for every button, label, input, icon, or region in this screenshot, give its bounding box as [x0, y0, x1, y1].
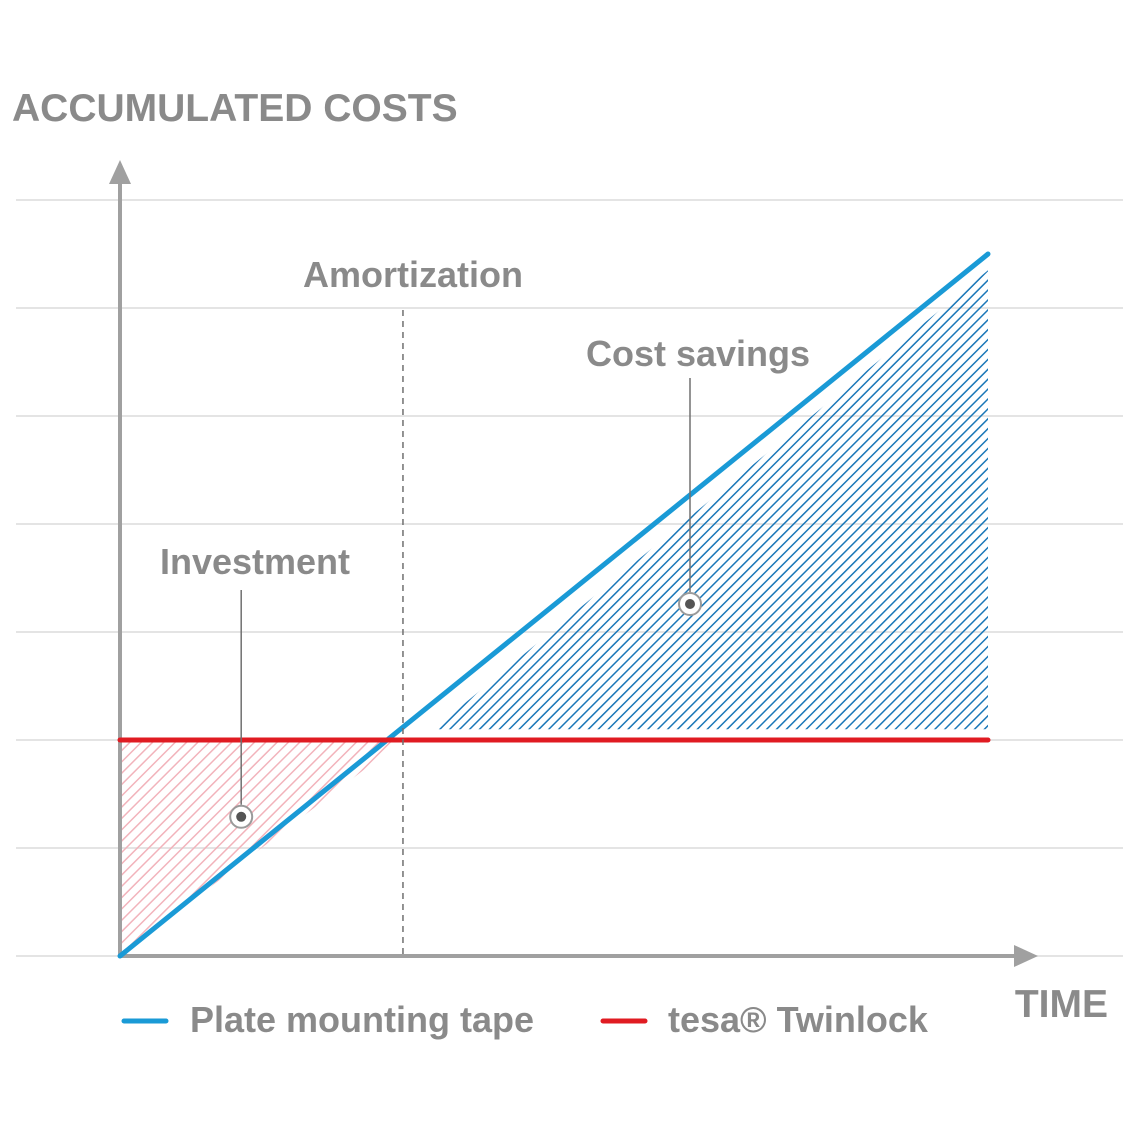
legend-label-plate-mounting-tape: Plate mounting tape: [190, 999, 534, 1040]
y-axis-label: ACCUMULATED COSTS: [12, 87, 458, 130]
x-axis-label: TIME: [1015, 983, 1108, 1026]
axes: [109, 160, 1038, 967]
cost-savings-label: Cost savings: [586, 333, 810, 374]
cost-savings-region: [433, 270, 988, 730]
investment-label: Investment: [160, 541, 350, 582]
legend: Plate mounting tape tesa® Twinlock: [121, 999, 929, 1040]
y-axis-arrow: [109, 160, 131, 184]
x-axis-arrow: [1014, 945, 1038, 967]
annotations: Amortization Investment Cost savings: [160, 254, 810, 956]
series-lines: [117, 251, 991, 959]
series-line-plate-mounting-tape: [117, 251, 991, 959]
amortization-label: Amortization: [303, 254, 523, 295]
investment-marker-dot: [236, 811, 247, 822]
legend-label-tesa-twinlock: tesa® Twinlock: [668, 999, 929, 1040]
cost-savings-marker-dot: [685, 599, 695, 609]
